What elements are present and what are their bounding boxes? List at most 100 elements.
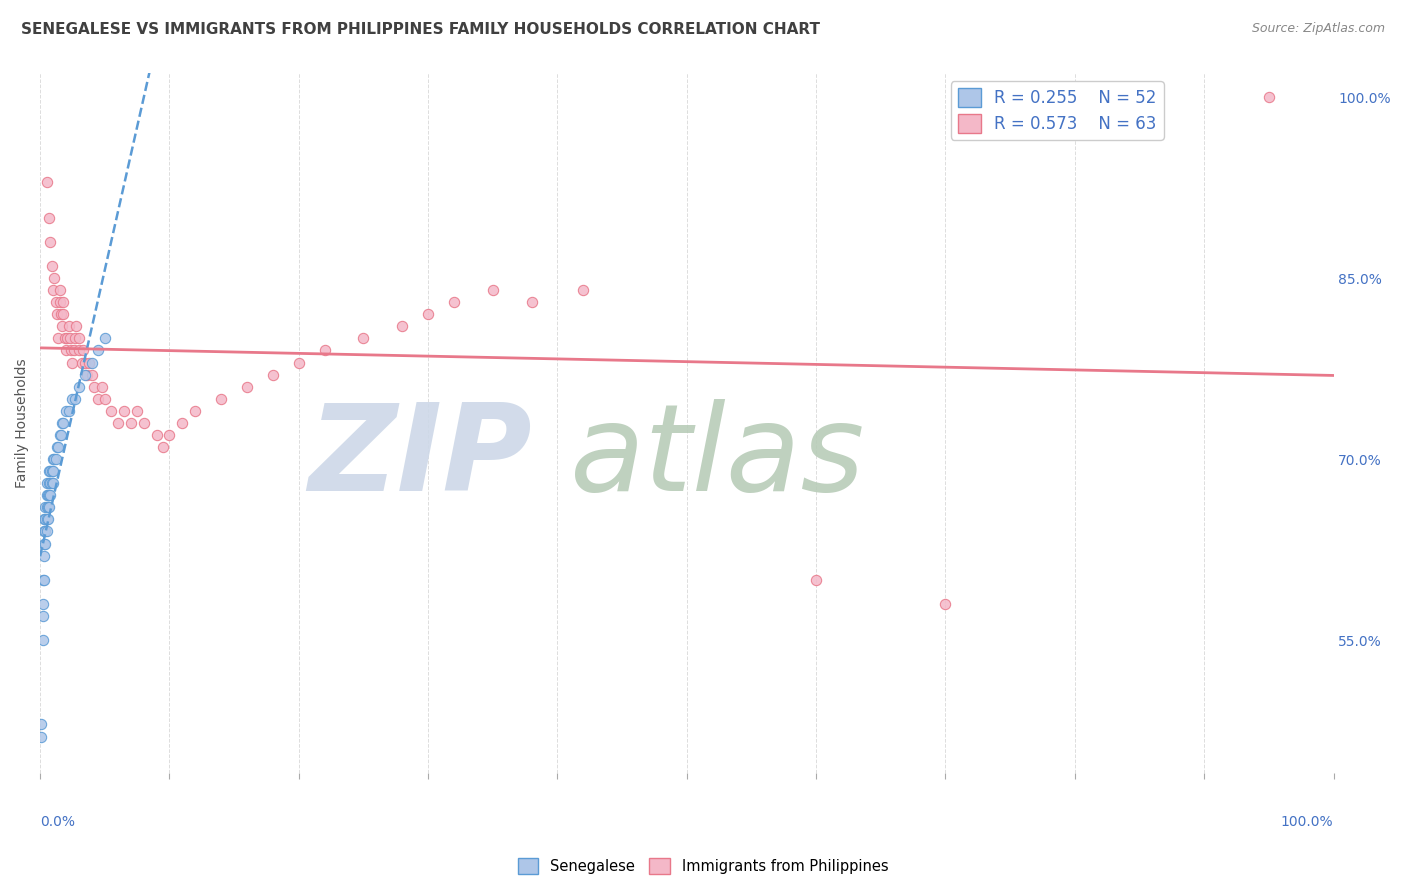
Point <box>35 524 58 539</box>
Point <box>35 500 58 515</box>
Point <box>209 392 232 406</box>
Point <box>184 404 207 418</box>
Point <box>35 175 58 189</box>
Point <box>804 573 827 587</box>
Point <box>80 368 103 382</box>
Point <box>31 633 53 648</box>
Point <box>38 488 60 502</box>
Point <box>49 307 72 321</box>
Text: ZIP: ZIP <box>308 400 531 516</box>
Point <box>30 730 52 744</box>
Point <box>56 331 79 345</box>
Point <box>35 512 58 526</box>
Point <box>288 355 311 369</box>
Point <box>75 368 97 382</box>
Point <box>83 379 105 393</box>
Point <box>314 343 336 358</box>
Point <box>112 404 135 418</box>
Point <box>52 416 75 430</box>
Point <box>37 500 59 515</box>
Point <box>39 464 62 478</box>
Point <box>32 524 55 539</box>
Point <box>48 283 70 297</box>
Y-axis label: Family Households: Family Households <box>15 358 30 488</box>
Point <box>67 343 90 358</box>
Point <box>32 549 55 563</box>
Point <box>75 355 97 369</box>
Text: atlas: atlas <box>571 400 866 516</box>
Point <box>87 392 110 406</box>
Point <box>35 488 58 502</box>
Point <box>132 416 155 430</box>
Point <box>80 355 103 369</box>
Point <box>172 416 194 430</box>
Point <box>59 331 82 345</box>
Point <box>391 319 413 334</box>
Point <box>127 404 149 418</box>
Point <box>63 331 86 345</box>
Point <box>41 464 63 478</box>
Point <box>51 416 73 430</box>
Point <box>443 295 465 310</box>
Legend: R = 0.255    N = 52, R = 0.573    N = 63: R = 0.255 N = 52, R = 0.573 N = 63 <box>950 81 1164 140</box>
Point <box>32 536 55 550</box>
Point <box>38 476 60 491</box>
Point <box>52 295 75 310</box>
Point <box>32 512 55 526</box>
Point <box>91 379 114 393</box>
Text: Source: ZipAtlas.com: Source: ZipAtlas.com <box>1251 22 1385 36</box>
Point <box>48 428 70 442</box>
Point <box>42 464 65 478</box>
Point <box>262 368 284 382</box>
Point <box>41 476 63 491</box>
Point <box>481 283 503 297</box>
Point <box>34 524 56 539</box>
Point <box>52 307 75 321</box>
Point <box>45 307 67 321</box>
Point <box>41 259 63 273</box>
Point <box>38 500 60 515</box>
Point <box>1257 90 1279 104</box>
Point <box>934 597 956 611</box>
Point <box>55 343 77 358</box>
Point <box>87 343 110 358</box>
Point <box>55 404 77 418</box>
Point <box>62 355 84 369</box>
Point <box>45 295 67 310</box>
Point <box>77 355 100 369</box>
Point <box>76 368 98 382</box>
Point <box>353 331 375 345</box>
Point <box>34 500 56 515</box>
Legend: Senegalese, Immigrants from Philippines: Senegalese, Immigrants from Philippines <box>512 852 894 880</box>
Point <box>46 331 69 345</box>
Point <box>520 295 543 310</box>
Text: 100.0%: 100.0% <box>1281 814 1333 829</box>
Point <box>60 343 83 358</box>
Point <box>152 440 174 454</box>
Point <box>53 331 76 345</box>
Point <box>35 476 58 491</box>
Point <box>45 440 67 454</box>
Point <box>58 404 80 418</box>
Point <box>51 319 73 334</box>
Point <box>49 428 72 442</box>
Point <box>100 404 122 418</box>
Text: 0.0%: 0.0% <box>41 814 75 829</box>
Point <box>30 717 52 731</box>
Point <box>44 452 66 467</box>
Point <box>31 608 53 623</box>
Point <box>159 428 181 442</box>
Point <box>107 416 129 430</box>
Point <box>67 331 90 345</box>
Point <box>145 428 167 442</box>
Point <box>39 476 62 491</box>
Point <box>39 488 62 502</box>
Point <box>31 597 53 611</box>
Point <box>46 440 69 454</box>
Point <box>62 343 84 358</box>
Point <box>39 235 62 249</box>
Point <box>72 343 94 358</box>
Point <box>94 392 117 406</box>
Point <box>37 488 59 502</box>
Point <box>45 452 67 467</box>
